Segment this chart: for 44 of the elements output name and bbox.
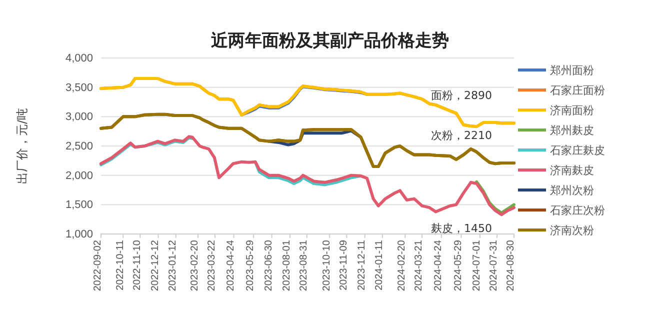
- y-tick-label: 2,000: [65, 170, 93, 182]
- annotation: 麸皮，1450: [431, 222, 492, 235]
- x-tick-label: 2024-07-31: [488, 240, 500, 292]
- legend-label: 济南面粉: [550, 104, 594, 117]
- legend-label: 石家庄麸皮: [550, 144, 605, 157]
- y-axis-title: 出厂价，元/吨: [15, 108, 29, 184]
- x-tick-label: 2023-04-24: [225, 240, 236, 292]
- annotation: 面粉，2890: [431, 89, 492, 102]
- x-tick-label: 2023-10-10: [321, 240, 332, 292]
- x-tick-label: 2022-10-11: [114, 240, 126, 290]
- y-tick-label: 1,500: [65, 199, 93, 212]
- x-tick-label: 2024-02-20: [396, 240, 408, 292]
- x-tick-label: 2023-01-12: [168, 240, 179, 292]
- y-tick-label: 1,000: [65, 228, 93, 241]
- legend-label: 济南次粉: [550, 224, 594, 237]
- legend-label: 郑州次粉: [550, 184, 594, 197]
- y-tick-label: 3,500: [65, 82, 93, 94]
- x-tick-label: 2024-07-01: [472, 240, 483, 292]
- annotation: 次粉，2210: [431, 129, 492, 142]
- legend-label: 济南麸皮: [550, 164, 594, 177]
- x-tick-label: 2024-08-30: [506, 240, 517, 292]
- x-tick-label: 2023-02-20: [190, 240, 201, 292]
- legend-label: 石家庄次粉: [550, 204, 605, 217]
- legend-label: 郑州麸皮: [550, 124, 594, 137]
- x-tick-label: 2024-01-11: [374, 240, 386, 290]
- x-tick-label: 2022-12-12: [150, 240, 161, 292]
- x-tick-label: 2023-08-31: [298, 240, 310, 292]
- chart-title: 近两年面粉及其副产品价格走势: [210, 31, 449, 51]
- x-tick-label: 2023-11-09: [338, 240, 350, 290]
- x-tick-label: 2023-03-22: [206, 240, 218, 292]
- x-tick-label: 2023-08-01: [282, 240, 293, 292]
- y-tick-label: 3,000: [65, 111, 93, 124]
- legend-label: 石家庄面粉: [550, 84, 605, 97]
- x-tick-label: 2023-05-29: [245, 240, 256, 292]
- x-tick-label: 2023-12-11: [356, 240, 368, 290]
- y-tick-label: 2,500: [65, 140, 93, 153]
- legend-label: 郑州面粉: [550, 64, 594, 77]
- x-tick-label: 2023-06-30: [263, 240, 274, 292]
- x-tick-label: 2022-09-02: [92, 240, 104, 292]
- x-tick-label: 2024-03-21: [414, 240, 425, 292]
- y-tick-label: 4,000: [65, 52, 93, 65]
- x-tick-label: 2022-11-10: [132, 240, 143, 290]
- x-tick-label: 2024-04-24: [433, 240, 444, 292]
- x-tick-label: 2024-05-29: [452, 240, 464, 292]
